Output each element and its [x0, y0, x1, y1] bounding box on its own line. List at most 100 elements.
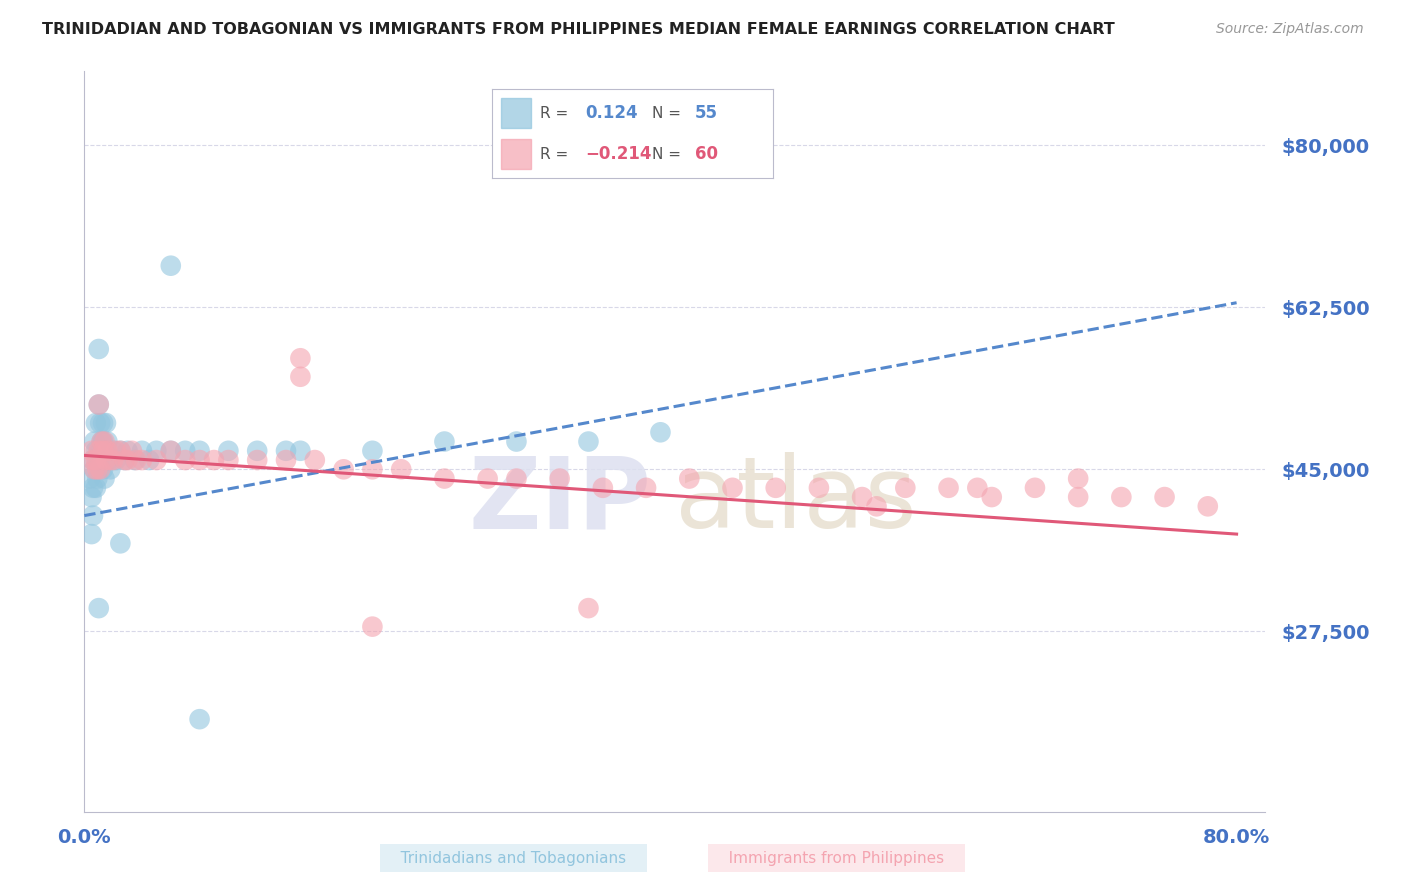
Point — [1197, 500, 1219, 514]
Point — [807, 481, 830, 495]
Point — [82, 453, 104, 467]
Point — [1067, 471, 1090, 485]
Point — [174, 453, 197, 467]
Point — [101, 443, 124, 458]
Point — [361, 619, 384, 633]
Point — [94, 443, 117, 458]
Point — [433, 434, 456, 449]
Point — [86, 462, 108, 476]
Text: 55: 55 — [695, 104, 717, 122]
Point — [188, 443, 211, 458]
Point — [91, 416, 114, 430]
Point — [84, 443, 107, 458]
Point — [86, 471, 108, 485]
Point — [110, 443, 132, 458]
Point — [98, 462, 121, 476]
Point — [90, 453, 112, 467]
Point — [138, 453, 160, 467]
Point — [548, 471, 571, 485]
Point — [145, 443, 167, 458]
Point — [84, 481, 107, 495]
Point — [159, 259, 181, 273]
Text: N =: N = — [652, 147, 686, 161]
Point — [91, 443, 114, 458]
Point — [87, 453, 110, 467]
Text: TRINIDADIAN AND TOBAGONIAN VS IMMIGRANTS FROM PHILIPPINES MEDIAN FEMALE EARNINGS: TRINIDADIAN AND TOBAGONIAN VS IMMIGRANTS… — [42, 22, 1115, 37]
Point — [80, 490, 103, 504]
Point — [93, 443, 115, 458]
Point — [290, 443, 312, 458]
Point — [304, 453, 326, 467]
Point — [125, 453, 148, 467]
Point — [361, 443, 384, 458]
Bar — [501, 98, 531, 128]
Point — [87, 398, 110, 412]
Point — [82, 508, 104, 523]
Point — [721, 481, 744, 495]
Point — [966, 481, 988, 495]
Point — [83, 462, 105, 476]
Point — [80, 527, 103, 541]
Point — [93, 471, 115, 485]
Point — [274, 443, 297, 458]
Point — [91, 462, 114, 476]
Point — [290, 369, 312, 384]
Point — [83, 434, 105, 449]
Point — [94, 453, 117, 467]
Point — [105, 443, 128, 458]
Point — [114, 453, 136, 467]
Point — [117, 443, 139, 458]
Point — [145, 453, 167, 467]
Point — [84, 416, 107, 430]
Point — [865, 500, 887, 514]
Point — [246, 443, 269, 458]
Point — [592, 481, 614, 495]
Point — [159, 443, 181, 458]
Point — [105, 453, 128, 467]
Text: −0.214: −0.214 — [585, 145, 651, 163]
Point — [101, 453, 124, 467]
Point — [97, 453, 120, 467]
Point — [1067, 490, 1090, 504]
Point — [1024, 481, 1046, 495]
Point — [851, 490, 873, 504]
Point — [98, 453, 121, 467]
Point — [87, 398, 110, 412]
Point — [131, 453, 153, 467]
Point — [202, 453, 225, 467]
Point — [650, 425, 672, 440]
Text: N =: N = — [652, 106, 686, 120]
Point — [1111, 490, 1133, 504]
Point — [83, 462, 105, 476]
Point — [87, 443, 110, 458]
Text: Trinidadians and Tobagonians: Trinidadians and Tobagonians — [385, 851, 641, 865]
Point — [290, 351, 312, 366]
Point — [765, 481, 787, 495]
Point — [578, 434, 600, 449]
Point — [505, 434, 527, 449]
Point — [87, 601, 110, 615]
Point — [91, 434, 114, 449]
Point — [188, 453, 211, 467]
Point — [678, 471, 700, 485]
Point — [332, 462, 354, 476]
Point — [361, 462, 384, 476]
Point — [174, 443, 197, 458]
Point — [89, 443, 111, 458]
Point — [94, 416, 117, 430]
Point — [980, 490, 1002, 504]
Text: Source: ZipAtlas.com: Source: ZipAtlas.com — [1216, 22, 1364, 37]
Point — [79, 471, 101, 485]
Point — [246, 453, 269, 467]
Point — [131, 443, 153, 458]
Point — [217, 443, 239, 458]
Text: atlas: atlas — [675, 452, 917, 549]
Text: R =: R = — [540, 147, 574, 161]
Point — [87, 342, 110, 356]
Text: ZIP: ZIP — [468, 452, 651, 549]
Text: 60: 60 — [695, 145, 717, 163]
Point — [90, 434, 112, 449]
Point — [121, 443, 143, 458]
Point — [578, 601, 600, 615]
Point — [636, 481, 658, 495]
